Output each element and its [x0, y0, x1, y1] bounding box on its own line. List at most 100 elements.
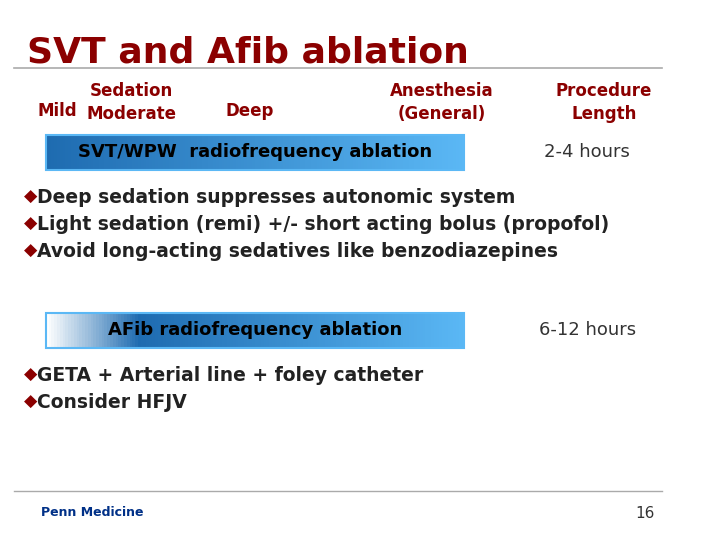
Bar: [163, 313, 166, 348]
Bar: [152, 313, 156, 348]
Bar: [216, 135, 220, 170]
Bar: [322, 135, 325, 170]
Bar: [85, 313, 89, 348]
Bar: [439, 135, 443, 170]
Bar: [183, 313, 186, 348]
Bar: [448, 135, 451, 170]
Text: ◆: ◆: [24, 242, 37, 260]
Bar: [297, 135, 300, 170]
Bar: [127, 313, 130, 348]
Bar: [364, 313, 367, 348]
Bar: [88, 135, 91, 170]
Bar: [353, 313, 356, 348]
Bar: [311, 135, 315, 170]
Bar: [99, 135, 102, 170]
Bar: [171, 313, 175, 348]
Bar: [436, 313, 440, 348]
Bar: [116, 135, 119, 170]
Bar: [216, 313, 220, 348]
Bar: [311, 313, 315, 348]
Bar: [366, 313, 370, 348]
Bar: [225, 135, 228, 170]
Bar: [155, 135, 158, 170]
Bar: [132, 313, 136, 348]
Bar: [250, 135, 253, 170]
Bar: [74, 313, 77, 348]
Bar: [445, 135, 449, 170]
Bar: [68, 135, 72, 170]
Bar: [406, 135, 409, 170]
Bar: [253, 313, 256, 348]
Bar: [255, 135, 258, 170]
Bar: [400, 135, 404, 170]
Bar: [280, 135, 284, 170]
Bar: [82, 313, 86, 348]
Bar: [369, 135, 373, 170]
Bar: [149, 313, 153, 348]
Bar: [228, 313, 230, 348]
Bar: [138, 313, 141, 348]
Bar: [194, 135, 197, 170]
Bar: [433, 313, 437, 348]
Bar: [433, 135, 437, 170]
Bar: [300, 313, 303, 348]
Bar: [320, 135, 323, 170]
Bar: [85, 135, 89, 170]
Bar: [225, 313, 228, 348]
Bar: [283, 313, 287, 348]
Bar: [366, 135, 370, 170]
Bar: [253, 135, 256, 170]
Bar: [292, 135, 295, 170]
Bar: [417, 135, 420, 170]
Bar: [269, 135, 273, 170]
Bar: [431, 135, 434, 170]
Bar: [414, 313, 418, 348]
Text: 6-12 hours: 6-12 hours: [539, 321, 636, 340]
Bar: [186, 135, 189, 170]
Bar: [389, 135, 392, 170]
Bar: [292, 313, 295, 348]
Bar: [235, 135, 239, 170]
Bar: [247, 135, 251, 170]
Bar: [208, 313, 211, 348]
Bar: [119, 313, 122, 348]
Bar: [420, 313, 423, 348]
Bar: [264, 135, 267, 170]
Bar: [183, 135, 186, 170]
Bar: [63, 135, 66, 170]
Bar: [297, 313, 300, 348]
Bar: [305, 135, 309, 170]
Bar: [191, 313, 194, 348]
Bar: [124, 313, 127, 348]
Bar: [261, 313, 264, 348]
Bar: [395, 313, 398, 348]
Bar: [233, 313, 236, 348]
Bar: [277, 313, 281, 348]
Bar: [49, 313, 52, 348]
Bar: [336, 313, 340, 348]
Bar: [302, 135, 306, 170]
Bar: [389, 313, 392, 348]
Bar: [168, 135, 172, 170]
Bar: [210, 135, 214, 170]
Bar: [166, 313, 169, 348]
Text: Avoid long-acting sedatives like benzodiazepines: Avoid long-acting sedatives like benzodi…: [37, 241, 558, 261]
Bar: [241, 313, 245, 348]
Bar: [336, 135, 340, 170]
Bar: [107, 313, 111, 348]
Text: 16: 16: [636, 505, 654, 521]
Bar: [57, 135, 60, 170]
Bar: [121, 313, 125, 348]
Bar: [381, 313, 384, 348]
Bar: [442, 135, 446, 170]
Bar: [79, 135, 83, 170]
Bar: [320, 313, 323, 348]
Bar: [289, 135, 292, 170]
Bar: [143, 135, 147, 170]
Bar: [372, 135, 376, 170]
Bar: [387, 135, 390, 170]
Bar: [188, 135, 192, 170]
Bar: [205, 313, 208, 348]
Bar: [158, 313, 161, 348]
Bar: [353, 135, 356, 170]
